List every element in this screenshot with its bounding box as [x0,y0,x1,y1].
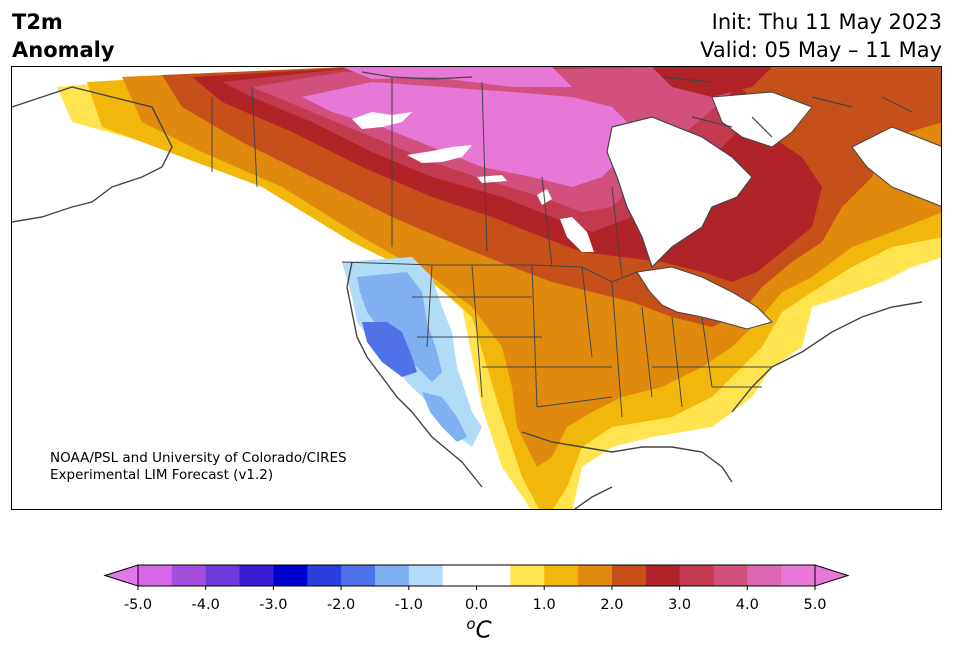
cool-contour-4 [422,392,467,442]
arctic-islands [361,71,913,138]
cool-contour-3 [362,322,417,377]
colorbar-segment [747,565,782,586]
colorbar-tick-label: 3.0 [668,597,692,613]
colorbar-segment [341,565,376,586]
colorbar-segment [442,565,477,586]
title-line-anomaly: Anomaly [12,38,115,62]
credit-line-1: NOAA/PSL and University of Colorado/CIRE… [50,450,347,466]
credit-text: NOAA/PSL and University of Colorado/CIRE… [50,450,347,484]
colorbar-tick-label: -5.0 [123,597,153,613]
colorbar-segment [374,565,410,586]
date-info: Init: Thu 11 May 2023 Valid: 05 May – 11… [700,8,942,64]
colorbar-tick-label: -3.0 [259,597,288,613]
colorbar-tick-label: 1.0 [532,597,556,613]
credit-line-2: Experimental LIM Forecast (v1.2) [50,467,274,483]
colorbar [103,564,850,590]
colorbar-tick-label: 4.0 [735,597,759,613]
west-coast [346,261,483,488]
colorbar-segment [544,565,579,586]
great-lakes [636,266,773,330]
warm-anomaly-fields [57,67,941,509]
labrador-sea [851,126,941,207]
colorbar-segment [476,565,511,586]
colorbar-segment [611,565,647,586]
colorbar-segment [578,565,613,586]
contour-8 [302,82,637,187]
colorbar-tick-label: 0.0 [464,597,489,613]
east-coast [731,301,923,413]
gulf-coast [521,431,733,509]
anomaly-map: NOAA/PSL and University of Colorado/CIRE… [11,66,942,510]
contour-9 [342,67,572,87]
alaska-coast [12,86,173,223]
colorbar-segment [273,565,308,586]
colorbar-segment [205,565,241,586]
hudson-bay [606,116,753,269]
colorbar-tick-label: 5.0 [803,597,827,613]
units-prefix: o [466,615,476,633]
cool-contour-2 [357,272,442,382]
us-state-lines [412,264,772,418]
colorbar-segment [713,565,748,586]
map-title: T2m Anomaly [12,8,115,64]
map-svg [12,67,941,509]
colorbar-segment [307,565,342,586]
colorbar-segment [510,565,545,586]
boundaries [12,71,923,509]
colorbar-tick-label: -2.0 [326,597,356,613]
title-line-variable: T2m [12,10,63,34]
arctic-water [711,91,813,148]
init-date: Init: Thu 11 May 2023 [711,10,942,34]
colorbar-segment [781,565,816,586]
us-canada-border [341,261,638,283]
colorbar-segment [679,565,714,586]
units-base: C [475,617,492,644]
colorbar-segment [239,565,274,586]
lake-winnipeg [560,217,594,252]
colorbar-segment [171,565,207,586]
valid-range: Valid: 05 May – 11 May [700,38,942,62]
northern-lakes [352,112,552,205]
colorbar-segment [645,565,681,586]
canada-provinces [211,77,623,278]
water-bodies [352,91,941,330]
colorbar-tick-label: 2.0 [600,597,624,613]
colorbar-tick-label: -4.0 [191,597,220,613]
colorbar-tick-label: -1.0 [394,597,423,613]
colorbar-units: oC [454,615,504,644]
cool-anomaly-fields [342,257,482,447]
colorbar-segment [408,565,444,586]
colorbar-max-extension [814,564,850,587]
colorbar-segment [138,565,173,586]
colorbar-min-extension [103,564,139,587]
